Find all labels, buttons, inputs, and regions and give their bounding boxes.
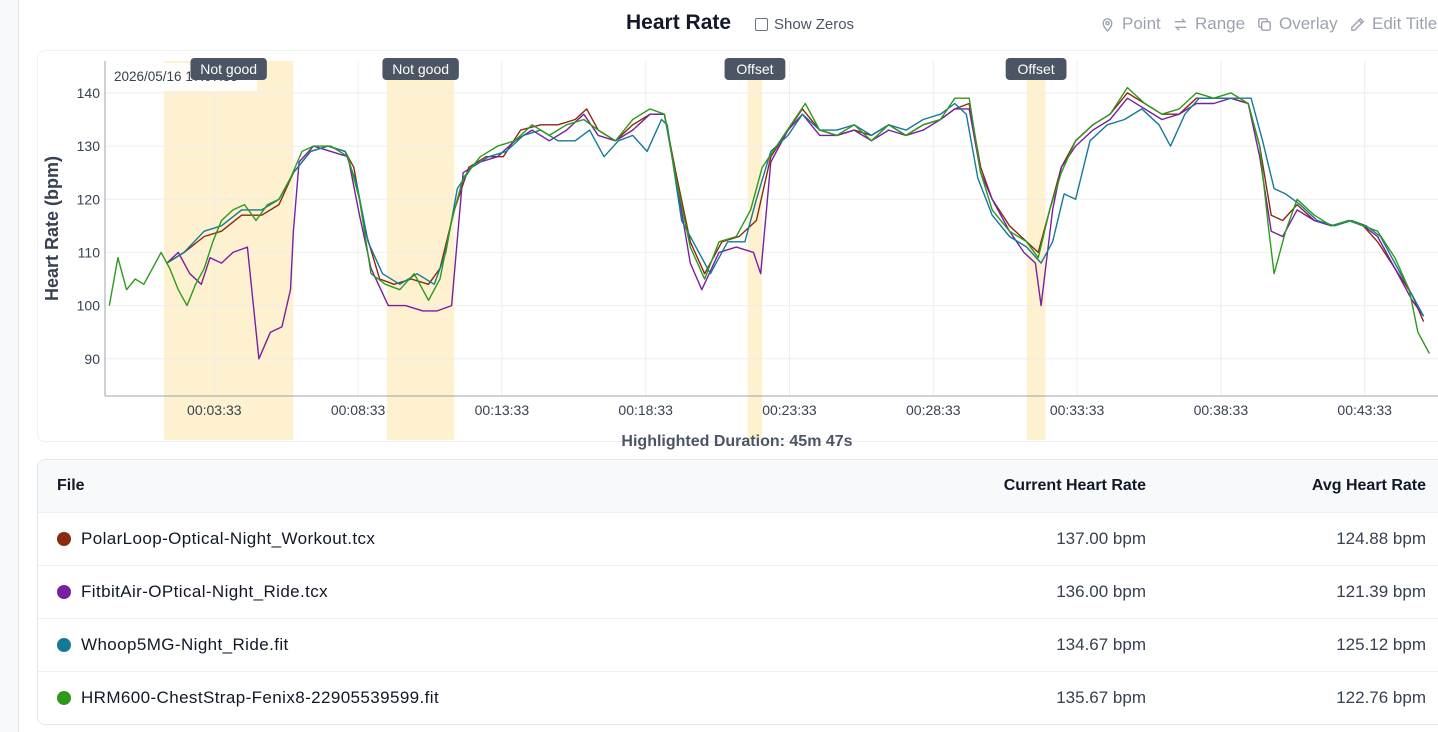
y-tick-label: 110: [78, 244, 101, 260]
file-table: File Current Heart Rate Avg Heart Rate P…: [37, 459, 1438, 725]
avg-heart-rate-column-header: Avg Heart Rate: [1311, 477, 1426, 494]
file-name: PolarLoop-Optical-Night_Workout.tcx: [81, 529, 376, 548]
series-color-dot: [57, 691, 71, 705]
file-name: FitbitAir-OPtical-Night_Ride.tcx: [81, 582, 329, 601]
chart-title: Heart Rate: [626, 11, 732, 34]
current-heart-rate: 137.00 bpm: [1056, 529, 1146, 548]
table-row[interactable]: Whoop5MG-Night_Ride.fit 134.67 bpm 125.12 …: [38, 618, 1438, 672]
current-heart-rate: 135.67 bpm: [1056, 688, 1146, 707]
show-zeros-label: Show Zeros: [774, 16, 855, 33]
y-tick-label: 90: [84, 351, 100, 367]
region-badge: [1005, 58, 1067, 80]
series-line: [166, 97, 1425, 360]
file-name: HRM600-ChestStrap-Fenix8-22905539599.fit: [81, 688, 440, 707]
range-tool-label: Range: [1195, 14, 1246, 33]
highlight-region: [386, 61, 455, 440]
current-heart-rate-column-header: Current Heart Rate: [1003, 477, 1146, 494]
y-tick-label: 120: [77, 191, 101, 207]
file-name: Whoop5MG-Night_Ride.fit: [81, 635, 289, 654]
series-line: [108, 86, 1431, 354]
y-tick-label: 130: [77, 138, 101, 154]
series-color-dot: [57, 638, 71, 652]
left-gutter: [0, 0, 19, 732]
table-row[interactable]: HRM600-ChestStrap-Fenix8-22905539599.fit…: [38, 671, 1438, 724]
y-tick-label: 140: [77, 85, 101, 101]
region-badge: [724, 58, 786, 80]
region-badge-label: Offset: [736, 61, 773, 77]
overlay-tool-label: Overlay: [1279, 14, 1338, 33]
table-header: File Current Heart Rate Avg Heart Rate: [38, 460, 1438, 513]
current-heart-rate: 134.67 bpm: [1056, 635, 1146, 654]
copy-icon: [1258, 17, 1271, 31]
range-tool-button[interactable]: Range: [1172, 14, 1245, 34]
x-tick-label: 00:43:33: [1337, 402, 1392, 418]
x-tick-label: 00:03:33: [187, 402, 242, 418]
highlight-region: [163, 61, 294, 440]
avg-heart-rate: 124.88 bpm: [1336, 529, 1426, 548]
map-pin-icon: [1102, 17, 1113, 32]
chart-card: [37, 50, 1438, 442]
avg-heart-rate: 121.39 bpm: [1336, 582, 1426, 601]
x-tick-label: 00:18:33: [618, 402, 673, 418]
show-zeros-toggle[interactable]: Show Zeros: [755, 16, 854, 33]
table-row[interactable]: FitbitAir-OPtical-Night_Ride.tcx 136.00 b…: [38, 565, 1438, 619]
avg-heart-rate: 125.12 bpm: [1336, 635, 1426, 654]
series-line: [166, 92, 1425, 322]
heart-rate-chart[interactable]: 90 100 110 120 130 140 00:03:33 00:08:33 00:13:3…: [0, 0, 1438, 445]
overlay-tool-button[interactable]: Overlay: [1256, 14, 1338, 34]
series-line: [166, 97, 1425, 317]
current-heart-rate: 136.00 bpm: [1056, 582, 1146, 601]
x-tick-label: 00:28:33: [906, 402, 961, 418]
avg-heart-rate: 122.76 bpm: [1336, 688, 1426, 707]
edit-pencil-icon: [1351, 17, 1365, 31]
region-badge: [382, 58, 459, 80]
y-axis-title: Heart Rate (bpm): [42, 156, 62, 301]
region-badge: [190, 58, 267, 80]
point-tool-button[interactable]: Point: [1099, 14, 1161, 34]
chart-header: Heart Rate Show Zeros Point Range Overla…: [0, 0, 1438, 50]
point-tool-label: Point: [1122, 14, 1161, 33]
x-tick-label: 00:38:33: [1194, 402, 1249, 418]
region-badge-label: Not good: [392, 61, 449, 77]
highlight-region: [747, 61, 763, 440]
region-badge-label: Offset: [1018, 61, 1055, 77]
arrows-swap-icon: [1174, 17, 1187, 31]
y-tick-label: 100: [77, 298, 101, 314]
x-tick-label: 00:08:33: [331, 402, 386, 418]
table-row[interactable]: PolarLoop-Optical-Night_Workout.tcx 137.0…: [38, 512, 1438, 566]
series-color-dot: [57, 532, 71, 546]
x-tick-label: 00:13:33: [475, 402, 530, 418]
series-color-dot: [57, 585, 71, 599]
file-column-header: File: [57, 477, 85, 494]
show-zeros-checkbox[interactable]: [755, 18, 768, 31]
x-tick-label: 00:23:33: [762, 402, 817, 418]
x-tick-label: 00:33:33: [1050, 402, 1105, 418]
edit-title-button[interactable]: Edit Title: [1349, 14, 1437, 34]
edit-title-label: Edit Title: [1372, 14, 1438, 33]
region-badge-label: Not good: [200, 61, 257, 77]
highlighted-duration: Highlighted Duration: 45m 47s: [621, 433, 853, 450]
